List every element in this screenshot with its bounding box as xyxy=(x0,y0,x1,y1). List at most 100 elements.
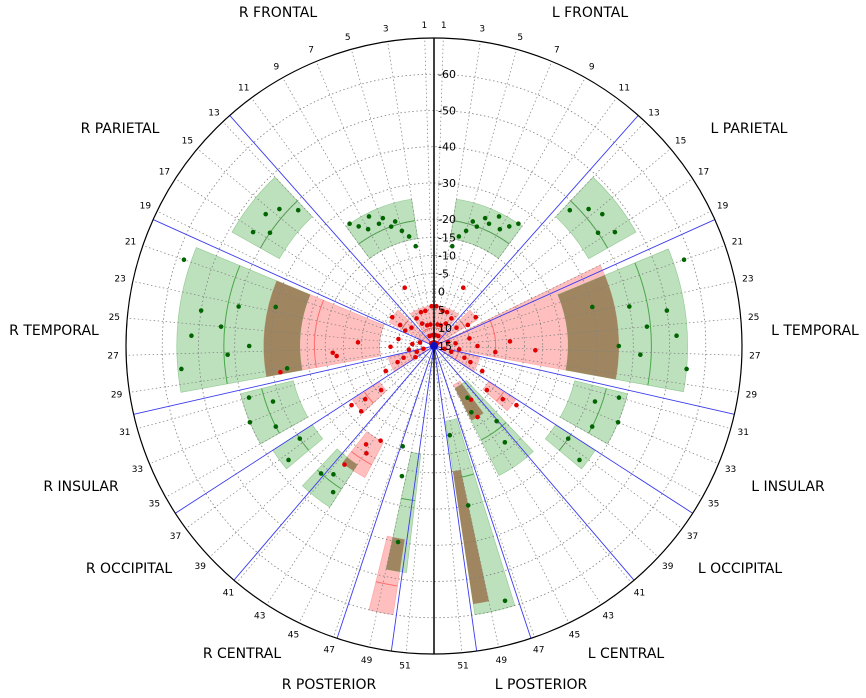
region-label: L FRONTAL xyxy=(552,5,629,21)
red-point xyxy=(440,308,445,314)
green-point xyxy=(612,229,618,235)
grid-spoke xyxy=(440,97,617,337)
region-label: L POSTERIOR xyxy=(495,677,588,693)
angular-tick-label: 33 xyxy=(725,465,736,475)
grid-spoke xyxy=(445,245,726,343)
grid-spoke xyxy=(142,245,423,343)
red-point xyxy=(456,347,462,352)
angular-tick-label: 23 xyxy=(742,275,753,285)
green-point xyxy=(589,424,595,429)
sector-line xyxy=(433,345,693,514)
red-point xyxy=(334,353,339,359)
overlap-band xyxy=(453,469,489,604)
region-label: R TEMPORAL xyxy=(9,323,99,339)
green-point xyxy=(456,234,462,239)
angular-tick-label: 19 xyxy=(717,201,729,211)
angular-tick-label: 35 xyxy=(708,500,719,510)
red-point xyxy=(402,328,408,333)
red-point xyxy=(479,368,485,374)
angular-tick-label: 43 xyxy=(603,612,614,622)
grid-spoke xyxy=(445,281,736,344)
red-point xyxy=(436,333,441,339)
sector-line xyxy=(433,345,478,652)
region-label: L TEMPORAL xyxy=(771,323,859,339)
angular-tick-label: 37 xyxy=(170,532,181,542)
red-band-mean-line xyxy=(375,581,398,587)
red-point xyxy=(438,323,444,328)
red-point xyxy=(475,343,480,349)
grid-spoke xyxy=(437,357,535,638)
red-point xyxy=(362,396,368,402)
red-point xyxy=(419,321,425,326)
red-band xyxy=(482,381,516,412)
green-point xyxy=(273,424,279,429)
green-point xyxy=(684,366,689,372)
red-point xyxy=(278,369,283,375)
green-point xyxy=(399,473,405,479)
region-label: L INSULAR xyxy=(751,479,825,495)
green-point xyxy=(638,352,643,358)
grid-spoke xyxy=(444,351,703,498)
angular-tick-label: 41 xyxy=(223,589,234,599)
angular-tick-label: 13 xyxy=(648,108,659,118)
green-point xyxy=(447,432,453,438)
green-point xyxy=(681,257,687,263)
red-point xyxy=(378,438,383,443)
radial-tick-label: 0 xyxy=(438,286,445,299)
angular-tick-label: 29 xyxy=(111,390,123,400)
red-point xyxy=(406,347,412,352)
red-point xyxy=(396,336,401,342)
green-band xyxy=(544,424,596,470)
axis-layer: 15 10 5 0 -5 -10 -15 -20 -30 -40 -50 -60 xyxy=(125,37,743,655)
green-band-mean-line xyxy=(223,265,241,384)
grid-spoke xyxy=(251,97,428,337)
green-point xyxy=(595,230,601,236)
green-point xyxy=(463,228,469,234)
red-point xyxy=(424,323,430,328)
red-point xyxy=(448,349,454,355)
red-point xyxy=(423,308,428,314)
sector-line xyxy=(152,219,435,347)
green-point xyxy=(474,224,480,229)
red-point xyxy=(401,355,406,361)
grid-spoke xyxy=(439,77,586,336)
angular-tick-label: 15 xyxy=(182,136,193,146)
red-point xyxy=(397,322,403,328)
sector-line xyxy=(390,345,435,652)
red-point xyxy=(418,309,424,315)
grid-spoke xyxy=(197,148,426,339)
green-point xyxy=(380,215,386,221)
angular-tick-label: 27 xyxy=(749,352,760,362)
region-label: L PARIETAL xyxy=(711,121,788,137)
angular-tick-label: 27 xyxy=(107,352,118,362)
angular-tick-label: 25 xyxy=(109,313,120,323)
sector-line xyxy=(433,345,735,415)
green-point xyxy=(406,234,412,239)
red-point xyxy=(330,350,336,356)
green-point xyxy=(470,219,476,224)
green-point xyxy=(267,230,273,236)
red-point xyxy=(434,303,439,309)
red-point xyxy=(493,349,498,355)
red-band-mean-line xyxy=(313,300,324,368)
green-point xyxy=(400,444,406,449)
green-point xyxy=(246,343,252,349)
region-label: R FRONTAL xyxy=(239,5,317,21)
grid-spoke xyxy=(441,121,646,338)
grid-spoke xyxy=(424,38,434,335)
radial-tick-label: 15 xyxy=(438,340,452,353)
grid-spoke xyxy=(185,352,425,529)
grid-spoke xyxy=(127,317,423,346)
red-point xyxy=(427,333,432,339)
green-point xyxy=(236,304,241,309)
green-point xyxy=(347,221,352,227)
sector-line xyxy=(433,345,635,581)
green-point xyxy=(586,206,591,212)
angular-tick-label: 3 xyxy=(383,25,389,35)
overlap-band xyxy=(557,275,619,380)
green-point xyxy=(286,457,291,463)
angular-tick-label: 7 xyxy=(554,45,560,55)
angular-tick-label: 47 xyxy=(324,645,335,655)
grid-spoke xyxy=(436,357,499,648)
